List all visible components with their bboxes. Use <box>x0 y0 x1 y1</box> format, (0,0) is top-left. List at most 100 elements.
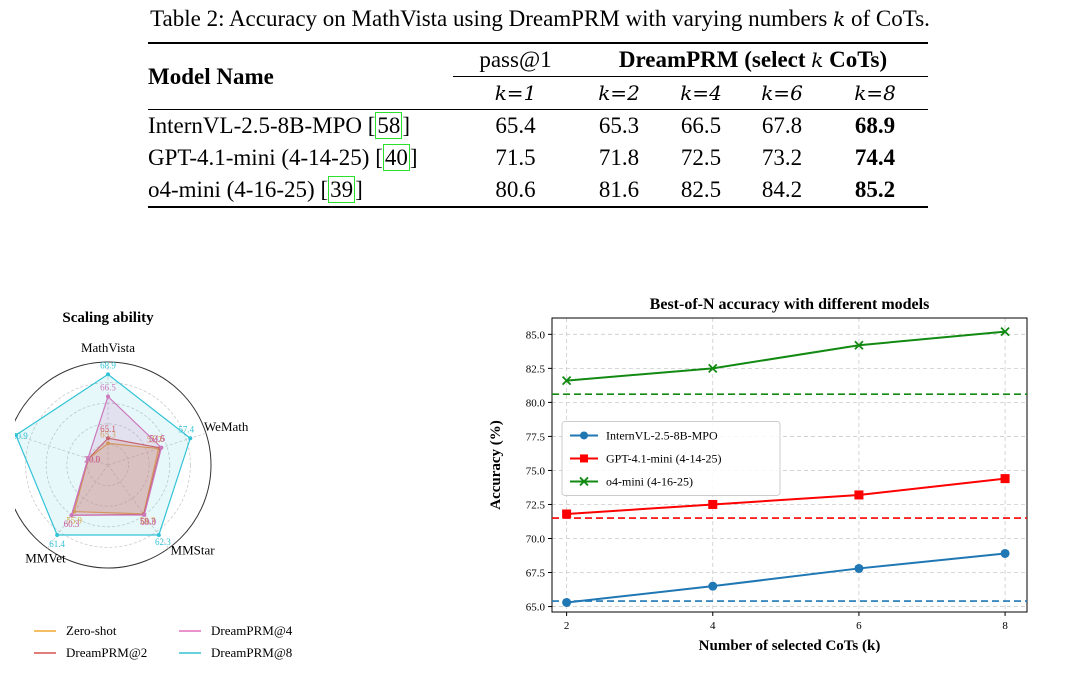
k-header: k=8 <box>822 76 928 110</box>
table-cell-best: 68.9 <box>854 113 896 138</box>
y-tick-label: 72.5 <box>526 499 546 511</box>
table-row: InternVL-2.5-8B-MPO [58] 65.4 65.3 66.5 … <box>148 109 928 143</box>
legend-label: o4-mini (4-16-25) <box>606 474 693 488</box>
table-cell: 71.8 <box>598 145 640 170</box>
legend-label: InternVL-2.5-8B-MPO <box>606 428 718 442</box>
radar-value-label: 61.4 <box>49 539 65 549</box>
legend-label: DreamPRM@2 <box>66 645 147 660</box>
y-tick-label: 67.5 <box>526 568 546 580</box>
radar-value-label: 62.3 <box>155 537 171 547</box>
table-cell-best: 85.2 <box>854 177 896 202</box>
radar-point <box>142 512 147 517</box>
data-point <box>854 563 864 573</box>
radar-value-label: 53.6 <box>149 434 165 444</box>
table-cell: 65.4 <box>495 113 536 138</box>
table-cell: 65.3 <box>598 113 640 138</box>
results-table: Model Name pass@1 DreamPRM (select k CoT… <box>148 42 928 208</box>
data-point <box>708 581 718 591</box>
y-tick-label: 85.0 <box>526 329 546 341</box>
table-cell: 84.2 <box>761 177 803 202</box>
radar-title: Scaling ability <box>62 310 154 326</box>
radar-value-label: 51.7 <box>147 435 163 445</box>
radar-axis-label: MMStar <box>171 542 216 557</box>
legend-label: GPT-4.1-mini (4-14-25) <box>606 451 722 465</box>
radar-chart: Scaling ability 65.3 51.7 58.7 55.9 20.0 65.1 5… <box>15 310 293 660</box>
data-point <box>708 499 718 509</box>
legend-label: DreamPRM@4 <box>211 623 293 638</box>
table-cell: 81.6 <box>598 177 640 202</box>
chart-title: Best-of-N accuracy with different models <box>650 296 930 313</box>
radar-value-label: 65.3 <box>100 429 116 439</box>
y-tick-label: 82.5 <box>526 363 546 375</box>
k-header: k=4 <box>660 76 742 110</box>
series-line <box>566 552 1006 604</box>
table-cell: 66.5 <box>680 113 722 138</box>
data-point <box>854 340 864 350</box>
col-header-dreamprm: DreamPRM (select k CoTs) <box>618 47 888 72</box>
radar-value-label: 66.5 <box>100 383 116 393</box>
radar-point <box>159 445 164 450</box>
table-cell: 82.5 <box>680 177 722 202</box>
k-header: k=1 <box>453 76 578 110</box>
legend-marker <box>580 431 588 440</box>
radar-spoke <box>15 434 109 466</box>
col-header-model: Model Name <box>148 63 274 89</box>
legend-box <box>561 420 781 496</box>
table-cell: 72.5 <box>680 145 722 170</box>
data-point <box>1000 548 1010 558</box>
radar-point <box>106 441 110 446</box>
radar-value-label: 57.4 <box>178 424 194 434</box>
col-header-pass: pass@1 <box>479 47 552 72</box>
x-tick-label: 4 <box>710 620 716 632</box>
radar-value-label: 20.0 <box>85 455 101 465</box>
table-cell: 67.8 <box>761 113 803 138</box>
y-axis-label: Accuracy (%) <box>488 420 504 510</box>
citation-link[interactable]: 58 <box>375 112 403 139</box>
radar-value-label: 20.9 <box>15 431 28 441</box>
model-name: o4-mini (4-16-25) [39] <box>148 176 363 203</box>
line-chart: Best-of-N accuracy with different models… <box>488 296 1028 654</box>
radar-series-area <box>70 395 163 516</box>
legend-label: DreamPRM@8 <box>211 645 292 660</box>
radar-axis-label: WeMath <box>204 419 249 434</box>
data-point <box>1000 474 1010 484</box>
radar-value-label: 60.3 <box>64 519 80 529</box>
y-tick-label: 65.0 <box>526 602 546 614</box>
legend-marker <box>580 454 588 463</box>
series-line <box>566 330 1006 382</box>
radar-grid-ring <box>66 423 150 507</box>
y-tick-label: 77.5 <box>526 431 546 443</box>
table-caption: Table 2: Accuracy on MathVista using Dre… <box>150 6 930 31</box>
data-point <box>562 597 572 607</box>
data-point <box>562 509 572 519</box>
legend-marker <box>579 476 589 487</box>
table-row: GPT-4.1-mini (4-14-25) [40] 71.5 71.8 72… <box>148 142 928 174</box>
y-tick-label: 75.0 <box>526 465 546 477</box>
plot-frame <box>551 317 1028 613</box>
k-header: k=2 <box>578 76 660 110</box>
citation-link[interactable]: 39 <box>328 176 356 203</box>
radar-value-label: 60.0 <box>140 517 156 527</box>
radar-value-label: 59.3 <box>140 516 156 526</box>
radar-value-label: 20.5 <box>84 454 100 464</box>
y-tick-label: 70.0 <box>526 534 546 546</box>
table-cell: 73.2 <box>761 145 803 170</box>
y-tick-label: 80.0 <box>526 397 546 409</box>
citation-link[interactable]: 40 <box>382 144 410 171</box>
table-cell: 71.5 <box>495 145 536 170</box>
x-tick-label: 8 <box>1002 620 1008 632</box>
model-name: GPT-4.1-mini (4-14-25) [40] <box>148 144 418 171</box>
series-line <box>566 477 1006 515</box>
table-row: o4-mini (4-16-25) [39] 80.6 81.6 82.5 84… <box>148 174 928 207</box>
model-name: InternVL-2.5-8B-MPO [58] <box>148 112 411 139</box>
data-point <box>1000 326 1010 337</box>
table-cell: 80.6 <box>495 177 536 202</box>
data-point <box>561 375 572 386</box>
k-header: k=6 <box>742 76 822 110</box>
radar-point <box>188 436 193 441</box>
x-tick-label: 2 <box>564 620 570 632</box>
data-point <box>708 363 718 373</box>
radar-point <box>85 456 90 461</box>
radar-point <box>55 532 60 537</box>
x-tick-label: 6 <box>856 620 862 632</box>
